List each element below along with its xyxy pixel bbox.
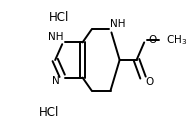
Text: O: O (145, 77, 154, 87)
Text: HCl: HCl (39, 106, 59, 119)
Text: HCl: HCl (49, 11, 70, 24)
Text: NH: NH (110, 18, 125, 28)
Text: O: O (148, 36, 156, 45)
Text: NH: NH (48, 32, 64, 41)
Text: CH$_3$: CH$_3$ (166, 34, 187, 47)
Text: N: N (52, 76, 60, 86)
